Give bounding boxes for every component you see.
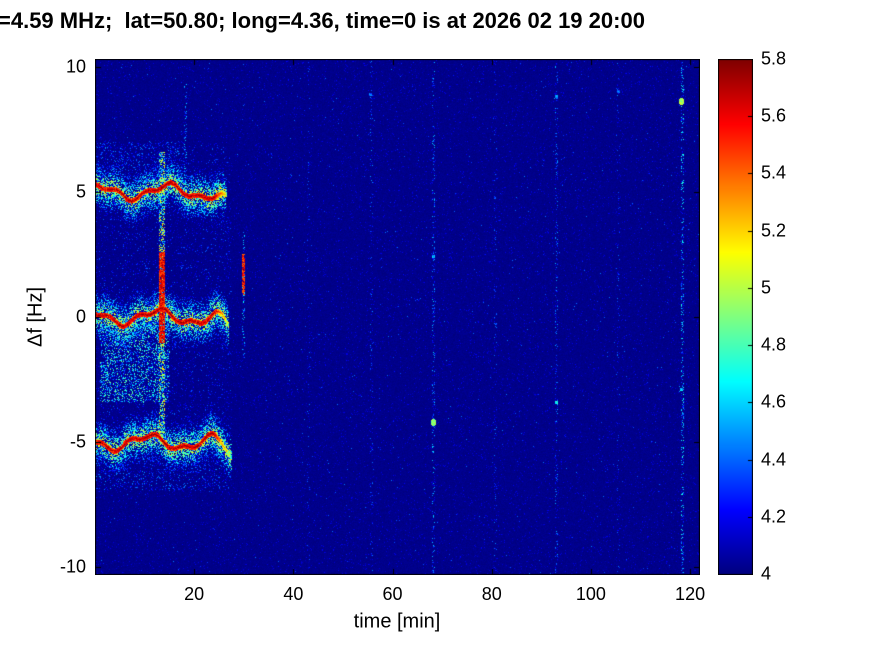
colorbar-tick-label: 5 [761, 277, 772, 298]
x-tick-label: 40 [283, 584, 304, 604]
y-tick-label: 10 [65, 56, 86, 76]
y-tick-label: -10 [59, 556, 86, 577]
spectrogram-plot-area [95, 59, 700, 575]
y-tick-label: 0 [75, 306, 86, 327]
y-tick-label: 5 [75, 181, 86, 202]
colorbar-tick-label: 4.6 [761, 391, 787, 412]
x-tick-label: 60 [382, 584, 403, 604]
colorbar-tick-label: 4.8 [761, 334, 787, 355]
colorbar-tick-label: 4 [761, 563, 772, 584]
colorbar-tick-label: 5.6 [761, 105, 787, 126]
x-tick-label: 80 [481, 584, 502, 604]
x-tick-label: 120 [675, 584, 706, 604]
colorbar-tick-label: 4.4 [761, 449, 787, 470]
colorbar-gradient [718, 59, 753, 575]
x-tick-label: 20 [184, 584, 205, 604]
colorbar-tick-label: 4.2 [761, 506, 787, 527]
y-tick-label: -5 [69, 431, 86, 452]
colorbar-tick-label: 5.2 [761, 220, 787, 241]
x-tick-label: 100 [575, 584, 606, 604]
x-axis-label: time [min] [353, 610, 441, 633]
chart-title: =4.59 MHz; lat=50.80; long=4.36, time=0 … [0, 8, 645, 33]
colorbar-tick-label: 5.4 [761, 162, 787, 183]
colorbar-tick-label: 5.8 [761, 48, 787, 69]
